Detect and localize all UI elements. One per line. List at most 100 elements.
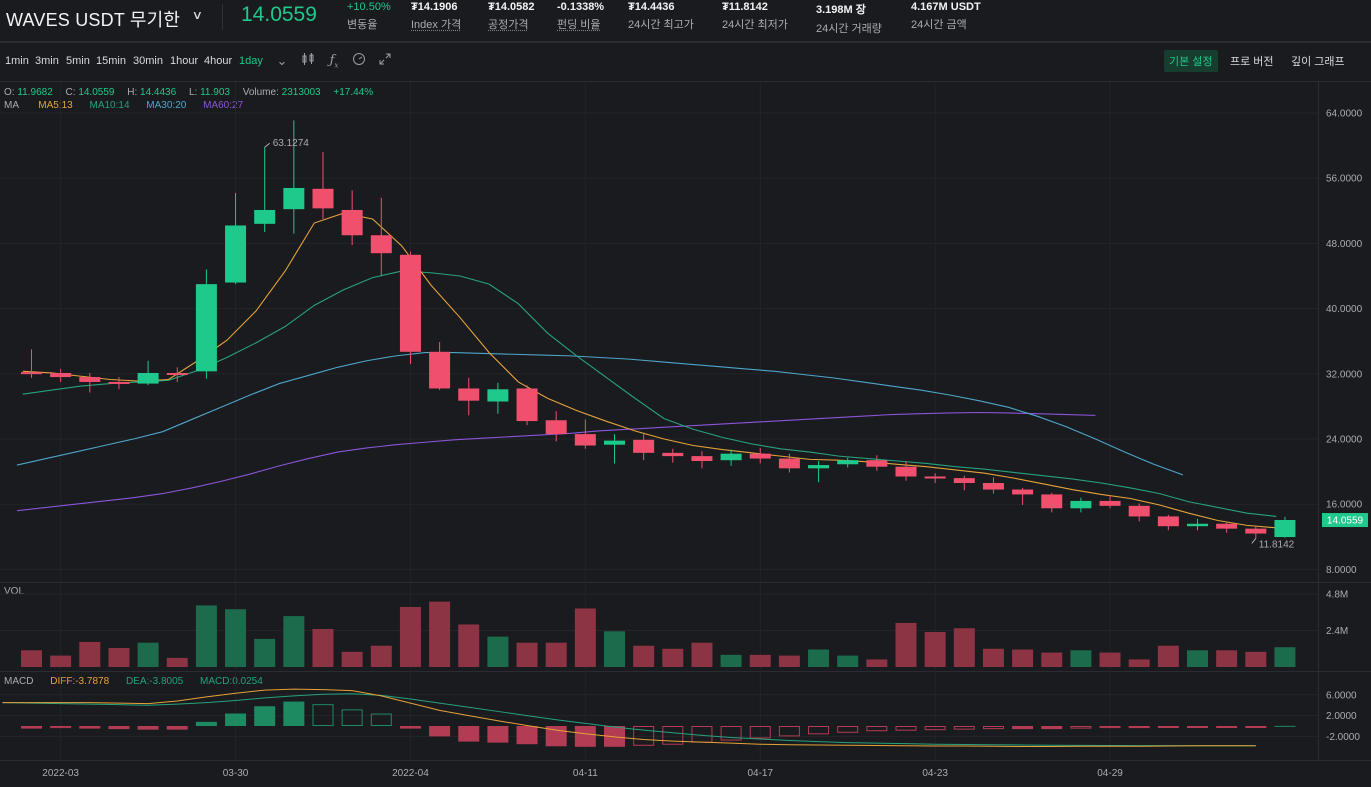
volume-bar bbox=[312, 629, 334, 667]
close-value: 14.0559 bbox=[78, 87, 115, 98]
macd-hist-value: MACD:0.0254 bbox=[199, 676, 263, 687]
volume-key: Volume: bbox=[242, 87, 279, 98]
macd-hist-bar bbox=[1274, 725, 1296, 727]
macd-hist-bar bbox=[1012, 726, 1034, 730]
interval-5min[interactable]: 5min bbox=[66, 55, 90, 67]
candle-body bbox=[1099, 500, 1121, 506]
candle-body bbox=[195, 284, 217, 372]
macd-hist-bar bbox=[429, 726, 451, 737]
volume-bar bbox=[1070, 650, 1092, 667]
interval-30min[interactable]: 30min bbox=[133, 55, 163, 67]
stat-label[interactable]: 공정가격 bbox=[488, 19, 529, 31]
macd-hist-bar bbox=[341, 709, 363, 726]
candle-type-icon[interactable] bbox=[299, 52, 317, 70]
open-value: 11.9682 bbox=[17, 87, 53, 98]
volume-bar bbox=[633, 645, 655, 667]
candle-body bbox=[1128, 505, 1150, 517]
candles: 63.1274 11.8142 bbox=[21, 120, 1296, 550]
stat-label: 24시간 최고가 bbox=[628, 19, 694, 31]
volume-bar bbox=[778, 655, 800, 667]
volume-bar bbox=[749, 654, 771, 667]
macd-diff-value: DIFF:-3.7878 bbox=[50, 676, 110, 687]
macd-hist-bar bbox=[574, 726, 596, 747]
stat-value: ₮14.0582 bbox=[488, 1, 535, 13]
indicator-fx-icon[interactable]: ƒx bbox=[329, 53, 339, 70]
volume-bars bbox=[21, 601, 1296, 667]
view-pro-button[interactable]: 프로 버전 bbox=[1230, 56, 1274, 68]
stat-label[interactable]: 펀딩 비율 bbox=[557, 19, 601, 31]
ma-legend: MA MA5:13 MA10:14 MA30:20 MA60:27 bbox=[4, 100, 243, 111]
date-tick-label: 2022-03 bbox=[42, 768, 79, 779]
volume-bar bbox=[225, 609, 247, 667]
macd-hist-bar bbox=[50, 726, 72, 729]
header-divider bbox=[222, 4, 223, 30]
vol-label: VOL bbox=[4, 586, 25, 597]
chevron-down-icon[interactable]: ∨ bbox=[191, 8, 204, 22]
interval-1day[interactable]: 1day bbox=[239, 55, 263, 67]
view-basic-button[interactable]: 기본 설정 bbox=[1164, 50, 1218, 72]
macd-hist-bar bbox=[254, 706, 276, 726]
view-depth-button[interactable]: 깊이 그래프 bbox=[1291, 56, 1345, 68]
macd-hist-bar bbox=[982, 726, 1004, 730]
macd-hist-bar bbox=[458, 726, 480, 742]
change-percent: +17.44% bbox=[333, 87, 374, 98]
settings-gauge-icon[interactable] bbox=[350, 52, 368, 70]
candle-body bbox=[516, 388, 538, 422]
pair-selector-label[interactable]: WAVES USDT 무기한 bbox=[6, 10, 181, 30]
volume-bar bbox=[1245, 651, 1267, 667]
volume-bar bbox=[982, 648, 1004, 667]
candle-body bbox=[254, 209, 276, 224]
interval-1min[interactable]: 1min bbox=[5, 55, 29, 67]
volume-bar bbox=[283, 616, 305, 667]
macd-label: MACD bbox=[4, 676, 34, 687]
macd-hist-bar bbox=[895, 726, 917, 731]
candle-body bbox=[79, 377, 101, 382]
volume-bar bbox=[1128, 659, 1150, 667]
interval-4hour[interactable]: 4hour bbox=[204, 55, 233, 67]
candle-body bbox=[604, 440, 625, 445]
ma10-value: MA10:14 bbox=[89, 100, 130, 111]
candle-body bbox=[837, 460, 859, 465]
volume-bar bbox=[254, 638, 276, 667]
price-tick-label: 32.0000 bbox=[1326, 369, 1363, 380]
fullscreen-icon[interactable] bbox=[376, 52, 394, 70]
volume-bar bbox=[1041, 652, 1063, 667]
close-key: C: bbox=[65, 87, 76, 98]
candle-body bbox=[108, 381, 130, 384]
candle-body bbox=[545, 420, 567, 435]
volume-bar bbox=[458, 624, 480, 667]
stat-label: 변동율 bbox=[347, 19, 378, 31]
candle-body bbox=[691, 456, 713, 462]
volume-value: 2313003 bbox=[281, 87, 321, 98]
stat-24h-high: ₮14.4436 24시간 최고가 bbox=[628, 1, 694, 32]
interval-1hour[interactable]: 1hour bbox=[170, 55, 199, 67]
stat-funding-rate: -0.1338% 펀딩 비율 bbox=[557, 1, 604, 32]
price-tick-label: 64.0000 bbox=[1326, 109, 1363, 120]
macd-hist-bar bbox=[1128, 726, 1150, 729]
ma10-line bbox=[22, 270, 1277, 517]
date-tick-label: 04-17 bbox=[747, 768, 773, 779]
candle-body bbox=[1245, 528, 1267, 534]
stat-label[interactable]: Index 가격 bbox=[411, 19, 462, 31]
macd-hist-bar bbox=[370, 713, 392, 727]
macd-hist-bar bbox=[225, 713, 247, 726]
volume-bar bbox=[953, 628, 975, 667]
high-value: 14.4436 bbox=[140, 87, 177, 98]
macd-hist-bar bbox=[1216, 726, 1238, 728]
date-tick-label: 2022-04 bbox=[392, 768, 429, 779]
interval-3min[interactable]: 3min bbox=[35, 55, 59, 67]
ma5-value: MA5:13 bbox=[38, 100, 73, 111]
last-price: 14.0559 bbox=[241, 3, 317, 26]
macd-hist-bar bbox=[1041, 726, 1063, 730]
macd-hist-bar bbox=[866, 726, 888, 732]
macd-dea-line bbox=[2, 693, 1256, 747]
stat-value: +10.50% bbox=[347, 1, 391, 13]
candle-body bbox=[1274, 520, 1296, 538]
more-intervals-chevron-icon[interactable]: ⌄ bbox=[276, 53, 288, 68]
ma60-value: MA60:27 bbox=[203, 100, 244, 111]
interval-15min[interactable]: 15min bbox=[96, 55, 126, 67]
volume-bar bbox=[79, 641, 101, 667]
candle-body bbox=[662, 452, 684, 457]
macd-hist-bar bbox=[399, 726, 421, 729]
